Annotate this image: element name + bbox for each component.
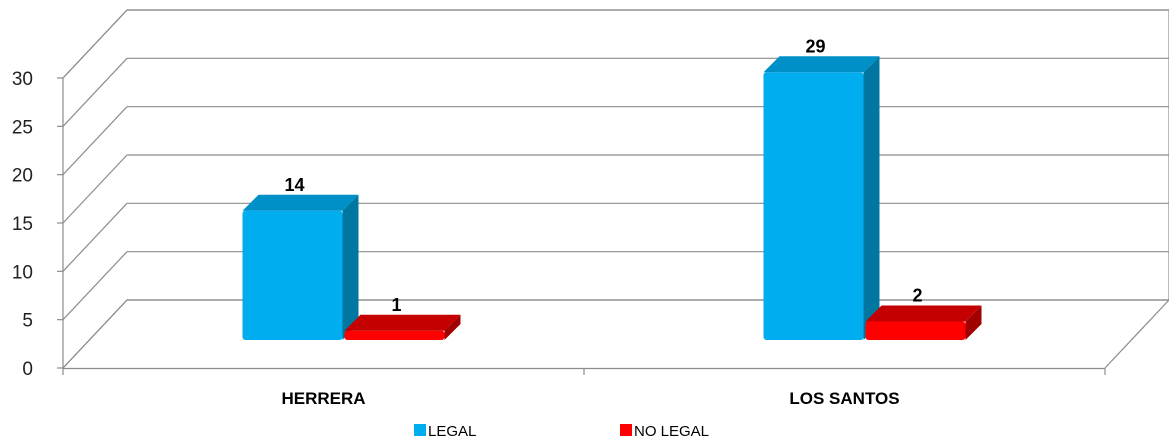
bar-side <box>863 56 880 340</box>
bar-side <box>444 314 461 340</box>
bar-top <box>865 305 982 322</box>
legend-label: NO LEGAL <box>634 423 709 440</box>
bar-top <box>344 314 461 331</box>
legend: LEGAL NO LEGAL <box>414 423 709 440</box>
back-wall <box>62 9 1169 369</box>
gridline-diagonal <box>62 106 128 176</box>
bar-front <box>763 72 864 340</box>
y-tick-label: 15 <box>12 214 33 235</box>
legend-item: LEGAL <box>414 423 476 440</box>
bar <box>763 56 880 340</box>
bar <box>865 305 982 340</box>
gridline-diagonal <box>62 9 128 79</box>
y-tick-label: 10 <box>12 262 33 283</box>
legend-item: NO LEGAL <box>620 423 709 440</box>
legend-swatch <box>414 424 426 436</box>
bars <box>242 56 982 340</box>
gridline-diagonal <box>62 202 128 272</box>
y-tick-label: 20 <box>12 166 33 187</box>
y-axis-ticks: 0 5 10 15 20 25 30 <box>12 69 64 380</box>
bar <box>344 314 461 340</box>
gridline-diagonal <box>62 299 128 369</box>
data-label: 2 <box>912 286 922 306</box>
x-axis: HERRERA LOS SANTOS <box>62 367 1106 408</box>
x-tick-label: HERRERA <box>281 389 365 408</box>
gridlines <box>62 9 1169 369</box>
chart-walls <box>62 9 1169 369</box>
gridline-diagonal <box>62 251 128 321</box>
x-tick-label: LOS SANTOS <box>789 389 899 408</box>
gridline-diagonal <box>62 154 128 224</box>
bar-side <box>342 194 359 340</box>
floor-right-edge <box>1104 299 1169 369</box>
bar-front <box>344 330 445 340</box>
data-label: 1 <box>391 295 401 315</box>
bar-front <box>865 321 966 340</box>
data-labels: 14 1 29 2 <box>284 36 922 314</box>
bar <box>242 194 359 340</box>
gridline-diagonal <box>62 57 128 127</box>
y-tick-label: 25 <box>12 117 33 138</box>
data-label: 29 <box>805 36 825 56</box>
bar-top <box>242 194 359 211</box>
y-tick-label: 30 <box>12 69 33 90</box>
bar-front <box>242 210 343 340</box>
y-tick-label: 0 <box>22 359 33 380</box>
y-tick-label: 5 <box>22 311 33 332</box>
bar-top <box>763 56 880 73</box>
legend-swatch <box>620 424 632 436</box>
data-label: 14 <box>284 175 304 195</box>
legend-label: LEGAL <box>428 423 476 440</box>
bar-side <box>965 305 982 340</box>
